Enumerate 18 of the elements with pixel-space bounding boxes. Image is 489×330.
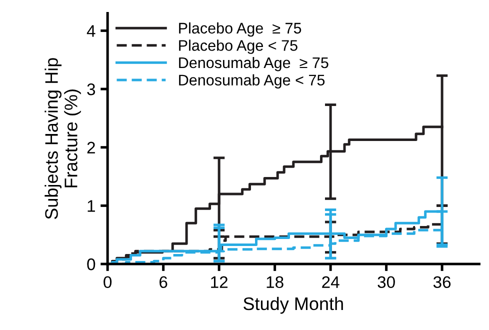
x-tick-label: 18	[266, 276, 284, 288]
y-tick-label: 0	[87, 258, 96, 270]
y-tick-label: 2	[87, 142, 95, 154]
x-tick-label: 36	[433, 276, 451, 288]
legend-label: Denosumab Age < 75	[179, 74, 325, 88]
y-tick-label: 4	[86, 25, 96, 37]
y-axis-title: Subjects Having Hip Fracture (%)	[44, 58, 81, 220]
y-tick-label: 3	[87, 83, 96, 96]
legend-label: Denosumab Age ≥ 75	[179, 56, 328, 72]
legend-label: Placebo Age ≥ 75	[179, 22, 302, 37]
legend-label: Placebo Age < 75	[179, 40, 298, 54]
x-tick-label: 12	[211, 276, 228, 288]
x-tick-label: 0	[104, 276, 112, 288]
x-tick-label: 6	[160, 276, 168, 288]
x-tick-label: 30	[378, 276, 395, 288]
y-tick-label: 1	[88, 200, 95, 212]
x-tick-label: 24	[322, 276, 340, 288]
x-axis-title: Study Month	[244, 296, 343, 314]
